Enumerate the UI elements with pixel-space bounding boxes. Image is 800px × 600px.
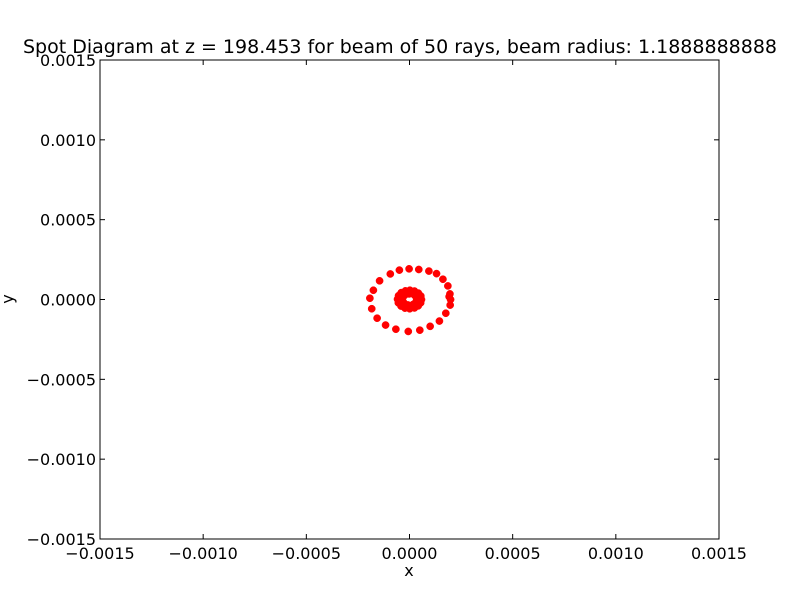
scatter-point xyxy=(395,266,404,274)
y-tick-label: 0.0000 xyxy=(40,291,96,310)
scatter-point xyxy=(425,267,433,275)
x-tick-label: 0.0015 xyxy=(691,544,747,563)
scatter-point xyxy=(415,326,424,335)
scatter-point xyxy=(439,275,447,284)
y-tick-label: 0.0015 xyxy=(40,51,96,70)
y-tick-label: −0.0010 xyxy=(27,450,96,469)
scatter-point xyxy=(386,270,395,278)
scatter-point xyxy=(404,327,413,336)
scatter-point xyxy=(432,269,441,278)
axis-ticks xyxy=(99,59,720,540)
scatter-point xyxy=(412,295,421,304)
x-tick-label: −0.0015 xyxy=(65,544,134,563)
scatter-point xyxy=(367,304,376,313)
x-tick-label: 0.0010 xyxy=(588,544,644,563)
x-tick-labels: −0.0015 −0.0010 −0.0005 0.0000 0.0005 0.0010 0… xyxy=(65,544,747,563)
y-tick-label: 0.0005 xyxy=(40,211,96,230)
scatter-point xyxy=(435,317,444,325)
y-tick-label: −0.0015 xyxy=(27,530,96,549)
scatter-point xyxy=(426,322,434,331)
y-tick-label: 0.0010 xyxy=(40,131,96,150)
scatter-point xyxy=(381,321,390,329)
scatter-point xyxy=(405,264,413,273)
y-axis-label: y xyxy=(0,294,17,303)
x-axis-label: x xyxy=(404,561,413,580)
x-tick-label: −0.0005 xyxy=(272,544,341,563)
chart-title: Spot Diagram at z = 198.453 for beam of … xyxy=(23,36,777,58)
x-tick-label: 0.0005 xyxy=(485,544,541,563)
y-tick-label: −0.0005 xyxy=(27,370,96,389)
x-tick-label: 0.0000 xyxy=(382,544,438,563)
scatter-point xyxy=(373,314,381,323)
y-tick-labels: −0.0015 −0.0010 −0.0005 0.0000 0.0005 0.0010 0… xyxy=(27,51,96,549)
x-tick-label: −0.0010 xyxy=(168,544,237,563)
scatter-point xyxy=(375,276,384,285)
scatter-point xyxy=(369,286,378,295)
scatter-point xyxy=(366,294,374,303)
scatter-point xyxy=(414,265,423,274)
scatter-point xyxy=(392,325,400,334)
scatter-point xyxy=(445,292,453,301)
scatter-point xyxy=(446,301,454,309)
scatter-points xyxy=(366,264,455,336)
scatter-point xyxy=(441,309,450,318)
scatter-point xyxy=(444,282,452,290)
